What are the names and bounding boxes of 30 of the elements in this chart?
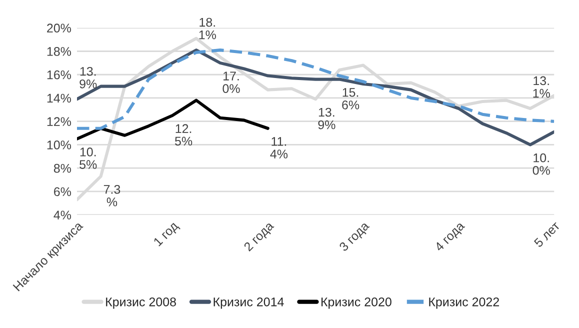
legend-label: Кризис 2022 bbox=[429, 297, 499, 309]
data-label: 17.0% bbox=[222, 72, 240, 94]
y-tick-label: 16% bbox=[47, 70, 72, 80]
data-label: 7.3% bbox=[104, 184, 120, 206]
legend-label: Кризис 2008 bbox=[106, 297, 176, 309]
data-label: 10.0% bbox=[532, 153, 550, 175]
y-tick-label: 4% bbox=[54, 210, 72, 220]
x-tick-label: 2 года bbox=[243, 220, 276, 254]
data-label: 13.1% bbox=[533, 76, 550, 98]
data-label: 10.5% bbox=[80, 148, 97, 169]
y-tick-label: 10% bbox=[47, 140, 72, 150]
data-label: 12.5% bbox=[175, 124, 192, 146]
y-tick-label: 14% bbox=[47, 94, 72, 103]
y-tick-label: 20% bbox=[47, 24, 72, 33]
legend-label: Кризис 2020 bbox=[321, 297, 392, 309]
y-tick-label: 8% bbox=[54, 164, 72, 173]
data-label: 15.6% bbox=[342, 88, 360, 110]
data-label: 11.4% bbox=[270, 137, 288, 158]
y-tick-label: 18% bbox=[47, 47, 72, 56]
line-series bbox=[77, 48, 554, 146]
data-label: 13.9% bbox=[318, 108, 336, 130]
data-label: 13.9% bbox=[80, 66, 97, 88]
data-label: 18.1% bbox=[199, 18, 216, 40]
x-tick-label: 1 год bbox=[153, 220, 180, 248]
y-tick-label: 12% bbox=[47, 117, 72, 126]
legend-label: Кризис 2014 bbox=[214, 297, 284, 309]
x-tick-label: 3 года bbox=[338, 220, 372, 254]
y-tick-label: 6% bbox=[54, 187, 72, 196]
x-tick-label: 5 лет bbox=[534, 220, 560, 248]
x-tick-label: 4 года bbox=[434, 220, 467, 254]
